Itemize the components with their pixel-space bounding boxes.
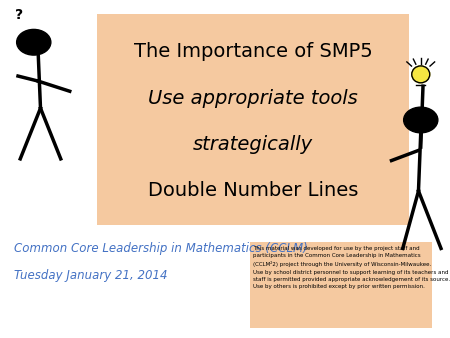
FancyBboxPatch shape (250, 242, 432, 328)
Circle shape (404, 107, 438, 133)
Text: Double Number Lines: Double Number Lines (148, 182, 358, 200)
Text: ?: ? (15, 8, 23, 22)
Ellipse shape (412, 66, 430, 83)
Text: Tuesday January 21, 2014: Tuesday January 21, 2014 (14, 269, 167, 282)
Text: strategically: strategically (193, 135, 313, 154)
Text: Use appropriate tools: Use appropriate tools (148, 89, 358, 107)
FancyBboxPatch shape (97, 14, 410, 225)
Text: The Importance of SMP5: The Importance of SMP5 (134, 42, 373, 61)
Circle shape (17, 29, 51, 55)
Text: Common Core Leadership in Mathematics (CCLM): Common Core Leadership in Mathematics (C… (14, 242, 307, 255)
Text: This material was developed for use by the project staff and
participants in the: This material was developed for use by t… (253, 246, 450, 289)
